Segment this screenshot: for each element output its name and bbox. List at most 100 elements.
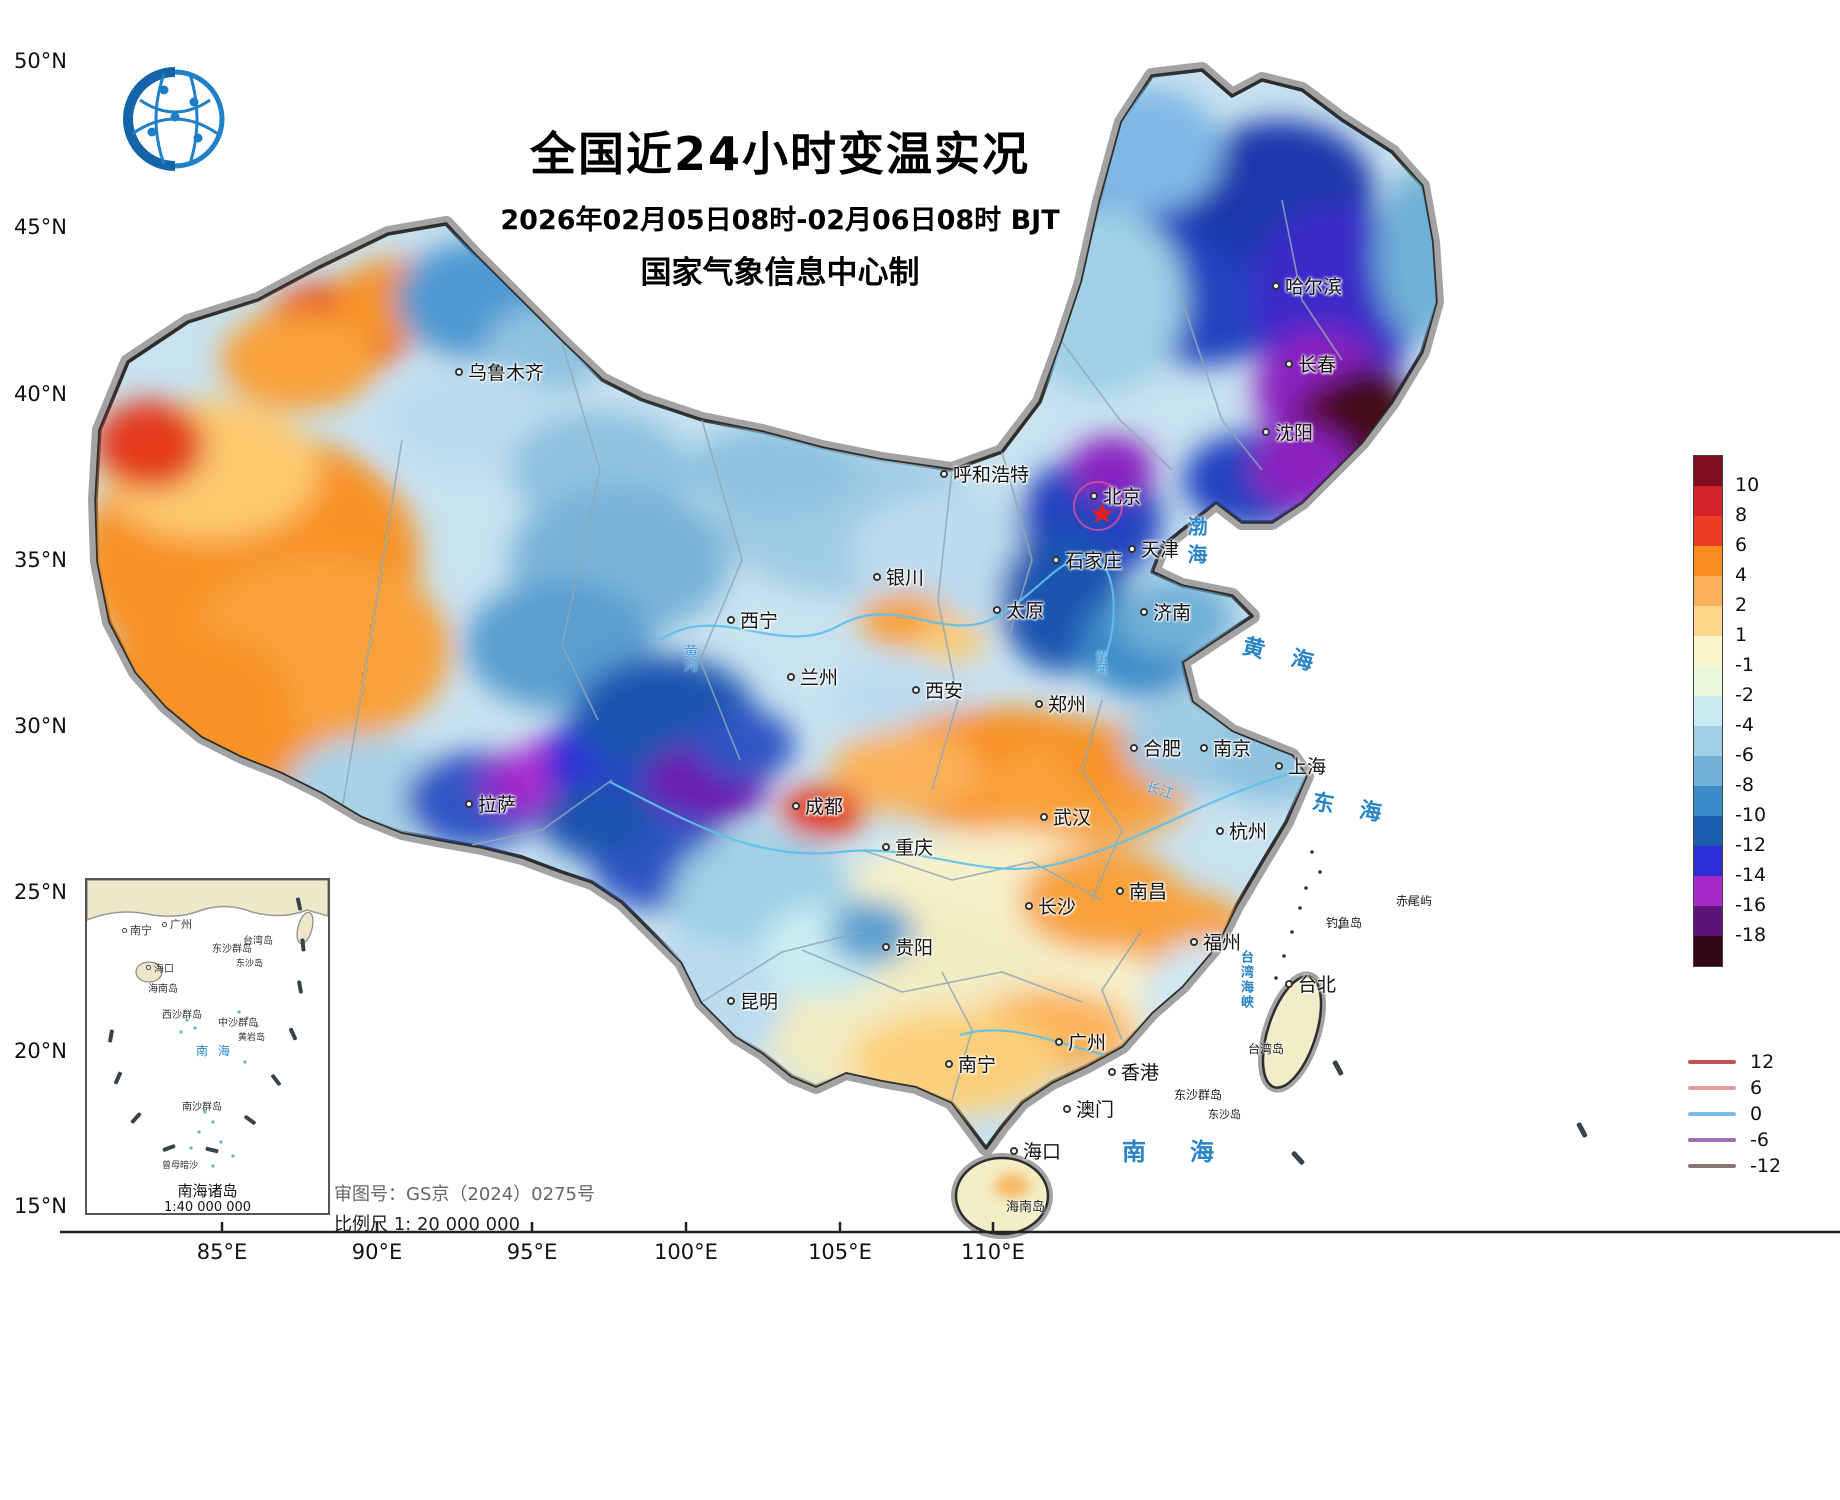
inset-label: 西沙群岛 xyxy=(162,1006,202,1021)
city-label: 海口 xyxy=(1010,1137,1061,1164)
island-label: 东沙岛 xyxy=(1208,1108,1241,1121)
colorbar-label: -10 xyxy=(1735,804,1767,826)
inset-label-text: 中沙群岛 xyxy=(218,1018,258,1029)
city-name: 天津 xyxy=(1141,539,1180,561)
colorbar-label: -4 xyxy=(1735,714,1754,736)
city-dot-icon xyxy=(1272,281,1280,290)
isoline-label: -12 xyxy=(1750,1154,1782,1177)
isoline-row: 0 xyxy=(1688,1103,1781,1125)
colorbar-label: -16 xyxy=(1735,894,1767,916)
city-dot-icon xyxy=(1063,1104,1071,1113)
island-label: 钓鱼岛 xyxy=(1326,916,1363,930)
inset-label-text: 黄岩岛 xyxy=(238,1033,266,1043)
city-name: 广州 xyxy=(1068,1032,1107,1054)
colorbar-block xyxy=(1694,696,1722,726)
island-label: 台湾岛 xyxy=(1248,1042,1285,1056)
city-name: 西安 xyxy=(925,680,964,702)
city-dot-icon xyxy=(1216,826,1224,835)
island-label: 海南岛 xyxy=(1006,1200,1046,1215)
dash-line-segments xyxy=(1291,1060,1588,1165)
colorbar-block xyxy=(1694,576,1722,606)
city-label: 乌鲁木齐 xyxy=(455,358,544,385)
city-label: 呼和浩特 xyxy=(940,460,1029,487)
city-dot-icon xyxy=(882,942,890,951)
city-dot-icon xyxy=(727,615,735,624)
isoline-swatch xyxy=(1688,1163,1736,1168)
longitude-axis xyxy=(60,1222,1840,1234)
city-dot-icon xyxy=(465,799,473,808)
city-dot-icon xyxy=(1010,1146,1018,1155)
colorbar-block xyxy=(1694,606,1722,636)
city-label: 重庆 xyxy=(882,833,933,860)
city-dot-icon xyxy=(1275,761,1283,770)
lat-tick-label: 45°N xyxy=(14,215,67,239)
colorbar-block xyxy=(1694,546,1722,576)
city-dot-icon xyxy=(1090,491,1098,500)
city-label: 郑州 xyxy=(1035,690,1086,717)
city-name: 武汉 xyxy=(1053,807,1092,829)
inset-label-text: 东沙岛 xyxy=(236,959,264,969)
hainan-island xyxy=(954,1156,1050,1236)
inset-label-text: 海口 xyxy=(154,964,174,975)
city-name: 合肥 xyxy=(1143,738,1182,760)
city-dot-icon xyxy=(873,572,881,581)
isoline-legend: 12 6 0 -6 -12 xyxy=(1688,1051,1782,1177)
inset-label: 南宁 xyxy=(122,922,152,938)
city-name: 南京 xyxy=(1213,738,1252,760)
colorbar-block xyxy=(1694,456,1722,486)
lat-tick-label: 20°N xyxy=(14,1039,67,1063)
city-name: 南昌 xyxy=(1129,881,1168,903)
city-label: 济南 xyxy=(1140,598,1191,625)
map-scale: 比例尺 1: 20 000 000 xyxy=(334,1214,521,1235)
colorbar-block xyxy=(1694,936,1722,966)
city-label: 合肥 xyxy=(1130,734,1181,761)
city-name: 济南 xyxy=(1153,602,1192,624)
inset-title: 南海诸岛 xyxy=(177,1182,238,1200)
coastal-islets xyxy=(1274,850,1412,980)
city-dot-icon xyxy=(1116,886,1124,895)
colorbar-label: -12 xyxy=(1735,834,1767,856)
city-label: 贵阳 xyxy=(882,933,933,960)
city-dot-icon xyxy=(1190,937,1198,946)
colorbar-label: -18 xyxy=(1735,924,1767,946)
city-name: 哈尔滨 xyxy=(1285,276,1343,298)
beijing-highlight-ring xyxy=(1073,481,1123,531)
city-name: 昆明 xyxy=(740,991,779,1013)
isoline-label: 6 xyxy=(1750,1076,1763,1099)
isoline-row: -12 xyxy=(1688,1154,1782,1177)
city-label: 北京 xyxy=(1090,482,1141,509)
colorbar-label: -8 xyxy=(1735,774,1754,796)
taiwan-island xyxy=(1261,975,1323,1089)
inset-island-specks xyxy=(179,1010,259,1168)
inset-label-text: 南沙群岛 xyxy=(182,1102,222,1113)
inset-label-text: 台湾岛 xyxy=(243,936,273,947)
city-label: 杭州 xyxy=(1216,817,1267,844)
city-dot-icon xyxy=(455,367,463,376)
lon-tick-label: 95°E xyxy=(506,1240,558,1264)
inset-label-text: 东沙群岛 xyxy=(212,944,252,955)
colorbar-label: -6 xyxy=(1735,744,1754,766)
inset-label: 黄岩岛 xyxy=(238,1030,265,1043)
city-label: 南宁 xyxy=(945,1050,996,1077)
inset-label: 南海 xyxy=(196,1042,240,1059)
colorbar-label: 4 xyxy=(1735,564,1748,586)
colorbar-label: 1 xyxy=(1735,624,1748,646)
city-dot-icon xyxy=(1025,901,1033,910)
colorbar-block xyxy=(1694,906,1722,936)
city-name: 西宁 xyxy=(740,610,779,632)
inset-city-dot-icon xyxy=(162,921,167,927)
city-dot-icon xyxy=(1285,979,1293,988)
river-label: 黄河 xyxy=(1092,650,1107,676)
colorbar-label: -2 xyxy=(1735,684,1754,706)
inset-label-text: 广州 xyxy=(170,918,192,931)
isoline-label: -6 xyxy=(1750,1128,1769,1151)
colorbar-label: 8 xyxy=(1735,504,1748,526)
city-dot-icon xyxy=(1128,544,1136,553)
inset-label-text: 西沙群岛 xyxy=(162,1010,202,1021)
city-dot-icon xyxy=(1055,1037,1063,1046)
city-name: 长春 xyxy=(1298,354,1337,376)
city-name: 石家庄 xyxy=(1065,550,1123,572)
inset-label-text: 曾母暗沙 xyxy=(162,1161,199,1171)
lat-tick-label: 30°N xyxy=(14,714,67,738)
sea-label: 渤海 xyxy=(1184,516,1208,572)
